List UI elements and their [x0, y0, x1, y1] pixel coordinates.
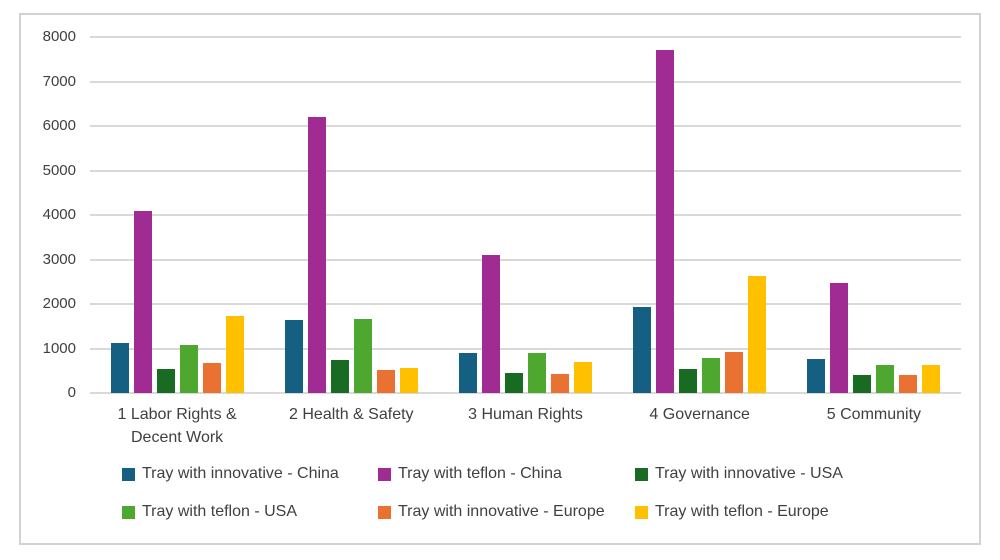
gridline [90, 214, 961, 216]
gridline [90, 80, 961, 83]
category-label: 3 Human Rights [468, 406, 583, 423]
gridline [90, 347, 961, 350]
legend-label: Tray with teflon - Europe [655, 503, 829, 520]
bar-2-cat-1 [133, 211, 152, 393]
gridline [90, 125, 961, 127]
bar-group [787, 37, 961, 393]
bar-3-cat-3 [504, 373, 523, 393]
bar-3-cat-2 [330, 360, 349, 393]
bar-2-cat-3 [481, 255, 500, 393]
bar-6-cat-4 [748, 276, 767, 393]
bar-4-cat-4 [702, 358, 721, 393]
bar-2-cat-5 [830, 283, 849, 393]
bar-5-cat-2 [376, 370, 395, 393]
bar-4-cat-1 [179, 345, 198, 393]
y-tick-label: 2000 [42, 295, 76, 312]
bar-group [264, 37, 438, 393]
bar-2-cat-2 [307, 117, 326, 393]
bar-6-cat-2 [399, 368, 418, 393]
bar-3-cat-5 [853, 375, 872, 393]
bar-6-cat-3 [573, 362, 592, 393]
y-tick-label: 6000 [42, 117, 76, 134]
bar-6-cat-5 [922, 365, 941, 393]
y-tick-label: 3000 [42, 250, 76, 268]
category-label: 4 Governance [649, 406, 750, 423]
legend-swatch-icon [378, 505, 391, 519]
legend-item: Tray with innovative - USA [635, 464, 967, 484]
category-label: 5 Community [826, 406, 922, 423]
gridline [90, 258, 961, 261]
legend-label: Tray with teflon - China [398, 465, 562, 482]
y-tick-label: 7000 [42, 72, 76, 90]
gridline [90, 392, 961, 394]
y-tick-label: 5000 [42, 161, 76, 179]
legend-item: Tray with innovative - Europe [378, 502, 635, 522]
legend-label: Tray with innovative - China [142, 465, 339, 482]
legend-swatch-icon [122, 467, 135, 481]
bar-5-cat-4 [725, 352, 744, 393]
bar-1-cat-1 [110, 343, 129, 393]
bar-4-cat-2 [353, 319, 372, 393]
legend-item: Tray with innovative - China [122, 464, 378, 484]
legend: Tray with innovative - China Tray with te… [122, 464, 967, 522]
bar-1-cat-2 [284, 320, 303, 393]
y-tick-label: 8000 [42, 28, 76, 45]
gridline [90, 169, 961, 172]
bar-group [438, 37, 612, 393]
bar-5-cat-1 [202, 363, 221, 393]
gridline [90, 36, 961, 38]
chart-frame [19, 13, 981, 545]
gridline [90, 303, 961, 305]
legend-item: Tray with teflon - Europe [635, 502, 967, 522]
bar-4-cat-3 [527, 353, 546, 393]
legend-label: Tray with innovative - USA [655, 465, 843, 482]
bar-3-cat-1 [156, 369, 175, 393]
legend-swatch-icon [122, 505, 135, 519]
y-tick-label: 4000 [42, 206, 76, 223]
bar-group [90, 37, 264, 393]
legend-swatch-icon [635, 505, 648, 519]
bar-5-cat-3 [550, 374, 569, 393]
category-label: 1 Labor Rights & Decent Work [117, 406, 237, 446]
y-tick-label: 0 [67, 384, 76, 401]
category-label: 2 Health & Safety [289, 406, 414, 423]
legend-item: Tray with teflon - USA [122, 502, 378, 522]
bar-1-cat-4 [633, 307, 652, 393]
bar-1-cat-5 [807, 359, 826, 393]
bar-group [613, 37, 787, 393]
bar-6-cat-1 [225, 316, 244, 393]
bar-3-cat-4 [679, 369, 698, 393]
legend-swatch-icon [635, 467, 648, 481]
bar-5-cat-5 [899, 375, 918, 393]
bar-4-cat-5 [876, 365, 895, 393]
legend-label: Tray with teflon - USA [142, 503, 298, 520]
legend-label: Tray with innovative - Europe [398, 503, 605, 520]
bar-2-cat-4 [656, 50, 675, 393]
bar-1-cat-3 [458, 353, 477, 393]
y-tick-label: 1000 [42, 339, 76, 357]
legend-swatch-icon [378, 467, 391, 481]
legend-item: Tray with teflon - China [378, 464, 635, 484]
plot-area [90, 36, 961, 394]
